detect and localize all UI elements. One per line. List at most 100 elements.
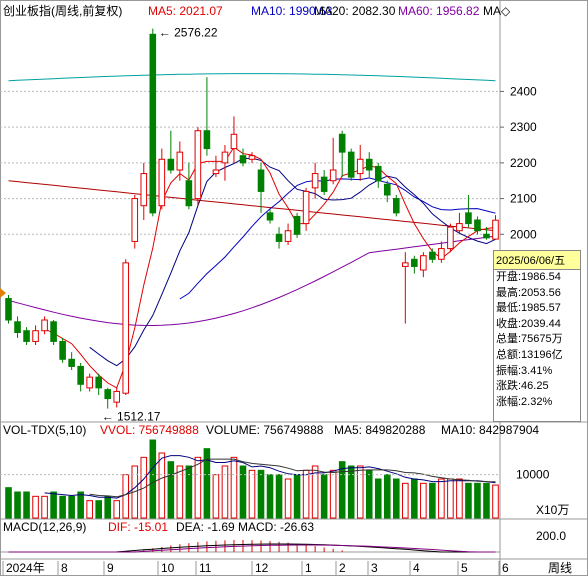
time-label: 10 (161, 561, 175, 575)
candle-body (411, 258, 418, 267)
candle-body (158, 158, 166, 207)
time-label: 8 (61, 561, 68, 575)
candle-body (447, 226, 454, 250)
tooltip-amount: 总额:13196亿 (496, 348, 563, 361)
low-annotation: ← 1512.17 (102, 410, 161, 424)
candle-body (383, 183, 391, 196)
volume-unit-label: X10万 (536, 503, 569, 517)
volume-tick-label: 10000 (516, 468, 550, 482)
time-label: 12 (255, 561, 269, 575)
candle-body (167, 158, 175, 171)
price-tick-label: 2100 (510, 192, 537, 206)
volume-bar (221, 465, 229, 519)
candle-body (131, 198, 139, 242)
candle-body (77, 365, 84, 385)
volume-bar (5, 487, 12, 519)
candle-body (356, 158, 364, 175)
macd-legend: MACD: -26.63 (238, 520, 314, 534)
candle-body (402, 262, 409, 267)
macd-panel-title: MACD(12,26,9) (3, 520, 86, 534)
price-tick-label: 2000 (510, 227, 537, 241)
volume-legend: VOLUME: 756749888 (206, 423, 324, 437)
tooltip-open: 开盘:1986.54 (496, 271, 561, 283)
candle-body (221, 151, 229, 164)
candle-body (302, 190, 310, 225)
candle-body (429, 251, 436, 260)
candle-body (50, 321, 57, 342)
volume-bar (113, 500, 121, 519)
candle-body (14, 321, 21, 333)
price-panel-title: 创业板指(周线,前复权) (3, 3, 122, 18)
candle-body (438, 248, 445, 260)
ma120-line (8, 180, 496, 232)
vol-ma10-line (89, 458, 496, 498)
volume-bar (95, 500, 102, 519)
candle-body (293, 215, 301, 235)
volume-bar (14, 491, 21, 519)
candle-body (113, 390, 121, 403)
time-label: 6 (502, 561, 509, 575)
volume-bar (167, 461, 175, 519)
vvol-legend: VVOL: 756749888 (100, 423, 199, 437)
volume-bar (158, 452, 166, 519)
vol-ma5-legend: MA5: 849820288 (334, 423, 426, 437)
candle-body (203, 130, 211, 150)
volume-bar (420, 482, 427, 519)
volume-bar (203, 448, 211, 519)
volume-bar (176, 465, 184, 519)
volume-bar (447, 478, 454, 519)
candle-body (104, 389, 112, 400)
ma-more-legend: MA◇ (483, 4, 511, 18)
vol-ma10-legend: MA10: 842987904 (441, 423, 539, 437)
ma20-line (179, 177, 496, 300)
volume-bar (302, 469, 310, 519)
volume-bar (320, 474, 328, 519)
volume-bar (474, 482, 481, 519)
candle-body (483, 233, 490, 239)
time-label: 3 (371, 561, 378, 575)
volume-bar (230, 456, 238, 519)
volume-bar (347, 465, 355, 519)
candle-body (266, 212, 274, 221)
candle-body (492, 219, 499, 240)
candle-body (176, 151, 184, 171)
candle-body (320, 176, 328, 192)
volume-bar (248, 469, 256, 519)
candle-body (465, 212, 472, 225)
time-label: 4 (413, 561, 420, 575)
ma5-legend: MA5: 2021.07 (148, 4, 223, 18)
data-tooltip: 2025/06/06/五 开盘:1986.54 最高:2053.56 最低:19… (493, 250, 581, 422)
volume-bar (212, 474, 220, 519)
volume-bar (59, 495, 66, 519)
candle-body (275, 233, 283, 242)
volume-bar (402, 482, 409, 519)
ma10-line (89, 157, 496, 367)
candle-body (474, 219, 481, 232)
volume-bar (374, 478, 382, 519)
candle-body (365, 158, 373, 171)
candle-body (311, 173, 319, 189)
volume-bar (257, 469, 265, 519)
volume-bar (68, 495, 75, 519)
time-label: 11 (199, 561, 212, 575)
candle-body (329, 169, 337, 182)
time-label: 2024年 (6, 561, 45, 575)
dea-legend: DEA: -1.69 (176, 520, 235, 534)
volume-bar (23, 491, 30, 519)
volume-panel-title: VOL-TDX(5,10) (3, 423, 86, 437)
price-tick-label: 2200 (510, 156, 537, 170)
volume-bar (149, 439, 157, 519)
candle-body (239, 155, 247, 164)
volume-bar (329, 469, 337, 519)
volume-bar (392, 478, 400, 519)
dif-legend: DIF: -15.01 (108, 520, 168, 534)
tooltip-high: 最高:2053.56 (496, 286, 561, 299)
macd-tick-label: 200.0 (536, 529, 566, 543)
dea-line (8, 544, 496, 553)
candle-body (86, 376, 93, 389)
high-annotation: ← 2576.22 (159, 26, 218, 40)
price-tick-label: 2400 (510, 84, 537, 98)
tooltip-change-pct: 涨幅:2.32% (496, 395, 553, 408)
candle-body (284, 230, 292, 242)
volume-bar (456, 478, 463, 519)
